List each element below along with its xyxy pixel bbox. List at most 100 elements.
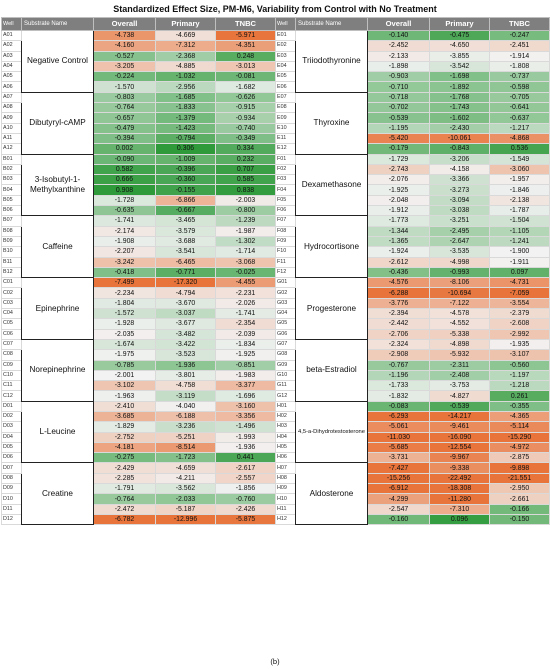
table-row: B03 0.666 -0.360 0.585	[1, 174, 276, 186]
tnbc-value: -0.247	[489, 29, 550, 42]
tnbc-value: -0.560	[489, 359, 550, 371]
primary-value: -1.743	[429, 102, 490, 114]
tnbc-value: -0.150	[489, 513, 550, 526]
table-row: F02 -2.743 -4.158 -3.060	[275, 163, 550, 176]
primary-value: -9.338	[429, 462, 490, 474]
overall-value: -2.472	[93, 503, 156, 515]
primary-value: -3.535	[429, 246, 490, 258]
well-id: C04	[1, 308, 22, 320]
primary-value: -2.408	[429, 369, 490, 382]
well-id: E01	[275, 29, 296, 42]
table-row: H07 Aldosterone -7.427 -9.338 -9.898	[275, 462, 550, 526]
table-row: F08 -1.344 -2.495 -1.105	[275, 225, 550, 237]
well-id: F06	[275, 205, 296, 217]
substrate-name: Hydrocortisone	[295, 215, 368, 279]
tnbc-value: 0.261	[489, 390, 550, 402]
table-row: C08 -1.975 -3.523 -1.925	[1, 349, 276, 361]
overall-value: -1.196	[367, 369, 430, 382]
well-id: A12	[1, 143, 22, 155]
primary-value: -0.843	[429, 143, 490, 155]
primary-value: -9.461	[429, 421, 490, 433]
primary-value: -5.338	[429, 328, 490, 340]
tnbc-value: -1.957	[489, 174, 550, 186]
well-id: D09	[1, 483, 22, 495]
table-row: B04 0.908 -0.155 0.838	[1, 184, 276, 196]
table-row: B09 -1.908 -3.688 -1.302	[1, 235, 276, 248]
tnbc-value: -4.455	[215, 277, 276, 289]
well-id: G11	[275, 380, 296, 392]
overall-value: -0.767	[367, 359, 430, 371]
overall-value: -1.344	[367, 225, 430, 237]
tnbc-value: -1.241	[489, 235, 550, 248]
table-row: C01 Epinephrine -7.499 -17.320 -4.455	[1, 277, 276, 340]
tnbc-value: -0.355	[489, 400, 550, 412]
tnbc-value: 0.248	[215, 50, 276, 62]
well-id: G02	[275, 287, 296, 299]
well-id: C06	[1, 328, 22, 340]
tnbc-value: -1.846	[489, 184, 550, 196]
overall-value: -0.803	[93, 91, 156, 104]
tnbc-value: -2.354	[215, 318, 276, 330]
tnbc-value: -5.971	[215, 29, 276, 42]
overall-value: -0.479	[93, 122, 156, 134]
primary-value: -3.366	[429, 174, 490, 186]
overall-value: -6.782	[93, 513, 156, 526]
tnbc-value: 0.707	[215, 163, 276, 176]
substrate-name: Epinephrine	[21, 277, 94, 340]
tnbc-value: -0.740	[215, 122, 276, 134]
primary-value: -4.898	[429, 338, 490, 351]
table-row: F06 -1.912 -3.038 -1.787	[275, 205, 550, 217]
well-id: C07	[1, 338, 22, 351]
primary-value: -3.094	[429, 194, 490, 207]
tnbc-value: -3.060	[489, 163, 550, 176]
primary-value: -3.579	[155, 225, 216, 237]
tnbc-value: -1.856	[215, 483, 276, 495]
well-id: F08	[275, 225, 296, 237]
overall-value: -3.242	[93, 256, 156, 268]
table-row: H06 -3.731 -9.967 -2.875	[275, 452, 550, 464]
tnbc-value: -1.504	[489, 215, 550, 227]
overall-value: -4.738	[93, 29, 156, 42]
overall-value: -5.420	[367, 132, 430, 145]
primary-value: -1.936	[155, 359, 216, 371]
well-id: H06	[275, 452, 296, 464]
table-row: F07 Hydrocortisone -1.773 -3.251 -1.504	[275, 215, 550, 279]
overall-value: -2.324	[367, 338, 430, 351]
overall-value: -4.299	[367, 493, 430, 505]
tnbc-value: -21.551	[489, 472, 550, 485]
tnbc-value: -3.013	[215, 60, 276, 73]
tnbc-value: -1.218	[489, 380, 550, 392]
table-row: D08 -2.285 -4.211 -2.557	[1, 472, 276, 485]
overall-value: 0.582	[93, 163, 156, 176]
well-id: B01	[1, 153, 22, 165]
well-id: F11	[275, 256, 296, 268]
left-panel: Well Substrate Name Overall Primary TNBC…	[1, 17, 276, 526]
overall-value: -1.898	[367, 60, 430, 73]
tnbc-value: -2.026	[215, 297, 276, 310]
overall-value: -2.452	[367, 40, 430, 52]
table-row: B02 0.582 -0.396 0.707	[1, 163, 276, 176]
right-panel: Well Substrate Name Overall Primary TNBC…	[275, 17, 550, 526]
overall-value: -0.539	[367, 112, 430, 124]
overall-value: -3.102	[93, 380, 156, 392]
tnbc-value: 0.232	[215, 153, 276, 165]
overall-value: -7.427	[367, 462, 430, 474]
table-row: H12 -0.160 0.096 -0.150	[275, 513, 550, 526]
primary-value: -1.698	[429, 71, 490, 83]
well-id: E12	[275, 143, 296, 155]
tnbc-value: 0.838	[215, 184, 276, 196]
well-id: C03	[1, 297, 22, 310]
overall-value: 0.908	[93, 184, 156, 196]
overall-value: -1.572	[93, 308, 156, 320]
primary-value: -4.669	[155, 29, 216, 42]
tnbc-value: -0.800	[215, 205, 276, 217]
well-id: D11	[1, 503, 22, 515]
table-row: D07 Creatine -2.429 -4.659 -2.617	[1, 462, 276, 526]
substrate-name: Negative Control	[21, 30, 94, 93]
right-table-body: E01 Triiodothyronine -0.140 -0.475 -0.247 E02…	[275, 29, 550, 526]
table-row: E01 Triiodothyronine -0.140 -0.475 -0.247	[275, 29, 550, 93]
overall-value: -2.547	[367, 503, 430, 515]
tnbc-value: -1.834	[215, 338, 276, 351]
primary-value: -6.188	[155, 410, 216, 423]
primary-value: -1.833	[155, 102, 216, 114]
